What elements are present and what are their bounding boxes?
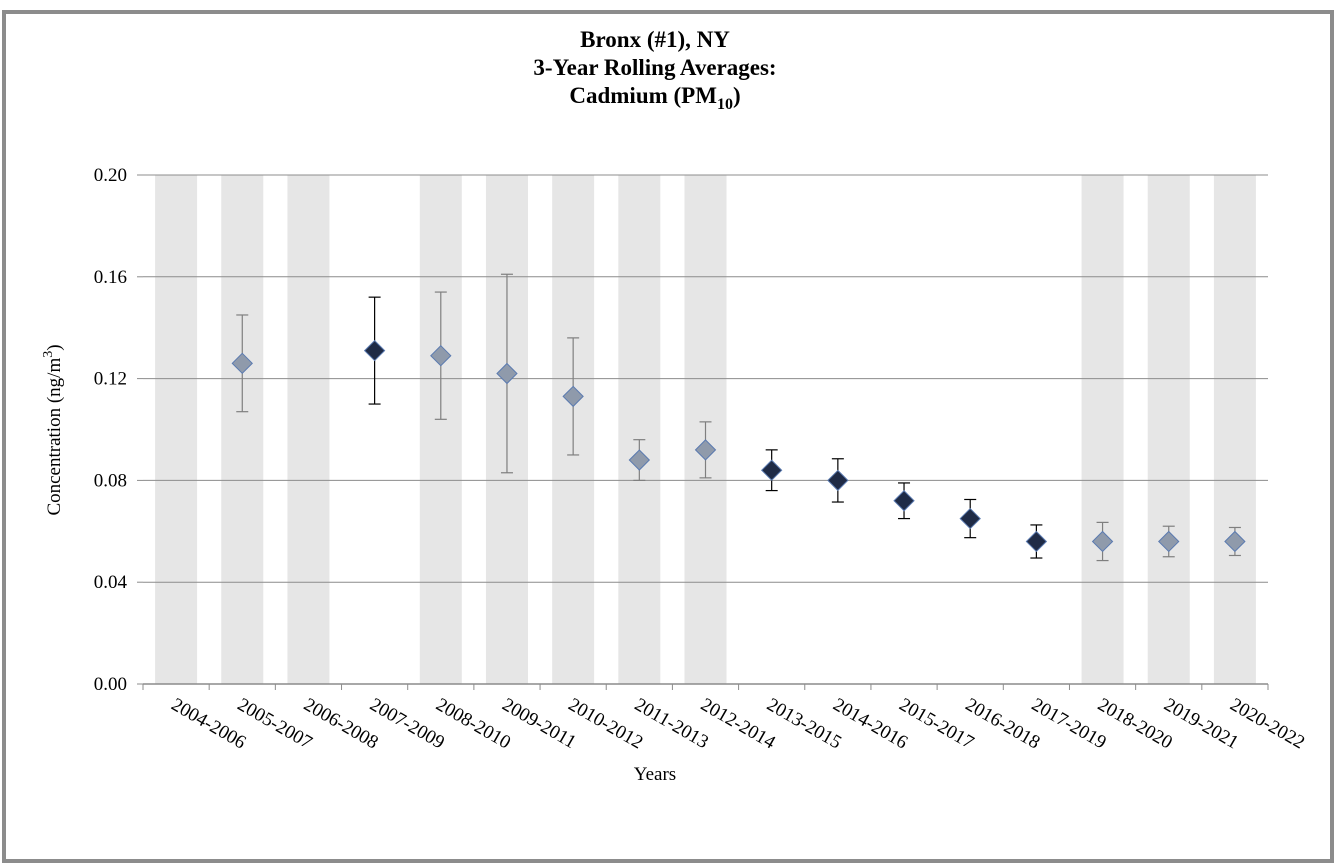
point <box>562 385 584 408</box>
x-axis-label: Years <box>634 764 676 785</box>
chart-title: Bronx (#1), NY <box>580 27 730 52</box>
point <box>1025 530 1048 553</box>
y-label-text: ) <box>44 344 65 350</box>
title-text: ) <box>733 83 741 108</box>
shaded-column <box>419 175 462 684</box>
point <box>827 469 849 492</box>
point <box>1158 530 1180 553</box>
chart-subtitle: 3-Year Rolling Averages: <box>533 55 776 80</box>
shaded-column <box>221 175 264 684</box>
point <box>231 352 253 375</box>
y-label-text: Concentration (ng/m <box>44 358 65 516</box>
y-tick-label: 0.08 <box>94 470 127 491</box>
shaded-column <box>618 175 661 684</box>
shaded-column <box>1081 175 1124 684</box>
point <box>363 339 386 362</box>
shaded-column <box>1147 175 1190 684</box>
point <box>694 439 717 461</box>
y-tick-label: 0.20 <box>94 165 127 186</box>
point <box>1091 530 1114 553</box>
title-subscript: 10 <box>717 96 733 113</box>
point <box>1224 530 1246 553</box>
point <box>496 362 518 385</box>
y-axis-label: Concentration (ng/m3) <box>41 344 65 515</box>
point <box>893 490 915 512</box>
point <box>628 449 651 471</box>
point <box>430 344 452 367</box>
point <box>959 507 981 530</box>
y-tick-label: 0.12 <box>94 369 127 390</box>
shaded-column <box>155 175 198 684</box>
shaded-column <box>287 175 330 684</box>
title-text: Cadmium (PM <box>569 83 717 108</box>
shaded-column <box>1213 175 1256 684</box>
y-tick-label: 0.00 <box>94 674 127 695</box>
y-tick-label: 0.16 <box>94 267 127 288</box>
point <box>760 459 783 481</box>
y-label-superscript: 3 <box>41 351 56 358</box>
y-tick-label: 0.04 <box>94 572 128 593</box>
chart-title-line: Cadmium (PM10) <box>569 83 740 113</box>
